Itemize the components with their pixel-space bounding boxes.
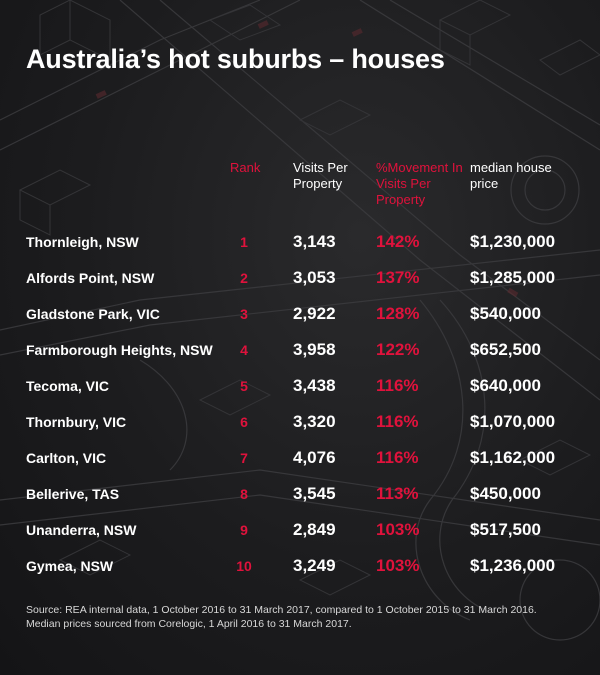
suburb-cell: Farmborough Heights, NSW xyxy=(26,342,213,358)
table-row: Gladstone Park, VIC 3 2,922 128% $540,00… xyxy=(0,296,600,332)
visits-cell: 3,249 xyxy=(293,556,336,575)
source-note: Source: REA internal data, 1 October 201… xyxy=(26,603,586,631)
suburb-cell: Bellerive, TAS xyxy=(26,486,120,502)
rank-cell: 4 xyxy=(240,342,248,358)
table-row: Thornbury, VIC 6 3,320 116% $1,070,000 xyxy=(0,404,600,440)
suburb-cell: Thornbury, VIC xyxy=(26,414,127,430)
source-line-2: Median prices sourced from Corelogic, 1 … xyxy=(26,618,352,630)
movement-cell: 137% xyxy=(376,268,420,287)
visits-cell: 3,438 xyxy=(293,376,336,395)
rank-cell: 9 xyxy=(240,522,248,538)
movement-cell: 142% xyxy=(376,232,420,251)
movement-cell: 103% xyxy=(376,556,420,575)
price-cell: $1,285,000 xyxy=(470,268,556,287)
visits-cell: 4,076 xyxy=(293,448,336,467)
price-cell: $450,000 xyxy=(470,484,541,503)
visits-cell: 2,849 xyxy=(293,520,336,539)
suburb-cell: Gladstone Park, VIC xyxy=(26,306,160,322)
table-row: Farmborough Heights, NSW 4 3,958 122% $6… xyxy=(0,332,600,368)
price-cell: $1,162,000 xyxy=(470,448,556,467)
visits-cell: 3,545 xyxy=(293,484,336,503)
visits-cell: 3,320 xyxy=(293,412,336,431)
rank-cell: 10 xyxy=(236,558,252,574)
visits-cell: 3,053 xyxy=(293,268,336,287)
suburb-cell: Gymea, NSW xyxy=(26,558,114,574)
visits-cell: 3,958 xyxy=(293,340,336,359)
movement-cell: 116% xyxy=(376,448,419,467)
table-row: Tecoma, VIC 5 3,438 116% $640,000 xyxy=(0,368,600,404)
movement-cell: 116% xyxy=(376,412,419,431)
rank-cell: 5 xyxy=(240,378,248,394)
table-row: Unanderra, NSW 9 2,849 103% $517,500 xyxy=(0,512,600,548)
source-line-1: Source: REA internal data, 1 October 201… xyxy=(26,604,537,616)
table-row: Gymea, NSW 10 3,249 103% $1,236,000 xyxy=(0,548,600,584)
price-cell: $652,500 xyxy=(470,340,541,359)
visits-cell: 2,922 xyxy=(293,304,336,323)
column-header-visits: Visits Per Property xyxy=(293,160,348,191)
price-cell: $540,000 xyxy=(470,304,541,323)
table-row: Thornleigh, NSW 1 3,143 142% $1,230,000 xyxy=(0,224,600,260)
rank-cell: 8 xyxy=(240,486,248,502)
column-header-rank: Rank xyxy=(230,160,261,175)
visits-cell: 3,143 xyxy=(293,232,336,251)
movement-cell: 128% xyxy=(376,304,420,323)
rank-cell: 1 xyxy=(240,234,248,250)
suburb-cell: Alfords Point, NSW xyxy=(26,270,155,286)
rank-cell: 7 xyxy=(240,450,248,466)
page-title: Australia’s hot suburbs – houses xyxy=(26,44,445,74)
price-cell: $1,070,000 xyxy=(470,412,556,431)
suburb-cell: Tecoma, VIC xyxy=(26,378,109,394)
column-header-price: median house price xyxy=(470,160,552,191)
table-row: Alfords Point, NSW 2 3,053 137% $1,285,0… xyxy=(0,260,600,296)
suburb-cell: Carlton, VIC xyxy=(26,450,107,466)
table-row: Carlton, VIC 7 4,076 116% $1,162,000 xyxy=(0,440,600,476)
column-header-movement: %Movement In Visits Per Property xyxy=(376,160,463,207)
movement-cell: 116% xyxy=(376,376,419,395)
rank-cell: 3 xyxy=(240,306,248,322)
price-cell: $517,500 xyxy=(470,520,541,539)
movement-cell: 113% xyxy=(376,484,419,503)
rank-cell: 2 xyxy=(240,270,248,286)
suburb-cell: Unanderra, NSW xyxy=(26,522,137,538)
price-cell: $640,000 xyxy=(470,376,541,395)
suburb-cell: Thornleigh, NSW xyxy=(26,234,139,250)
table-row: Bellerive, TAS 8 3,545 113% $450,000 xyxy=(0,476,600,512)
movement-cell: 103% xyxy=(376,520,420,539)
rank-cell: 6 xyxy=(240,414,248,430)
price-cell: $1,230,000 xyxy=(470,232,556,251)
movement-cell: 122% xyxy=(376,340,420,359)
price-cell: $1,236,000 xyxy=(470,556,556,575)
